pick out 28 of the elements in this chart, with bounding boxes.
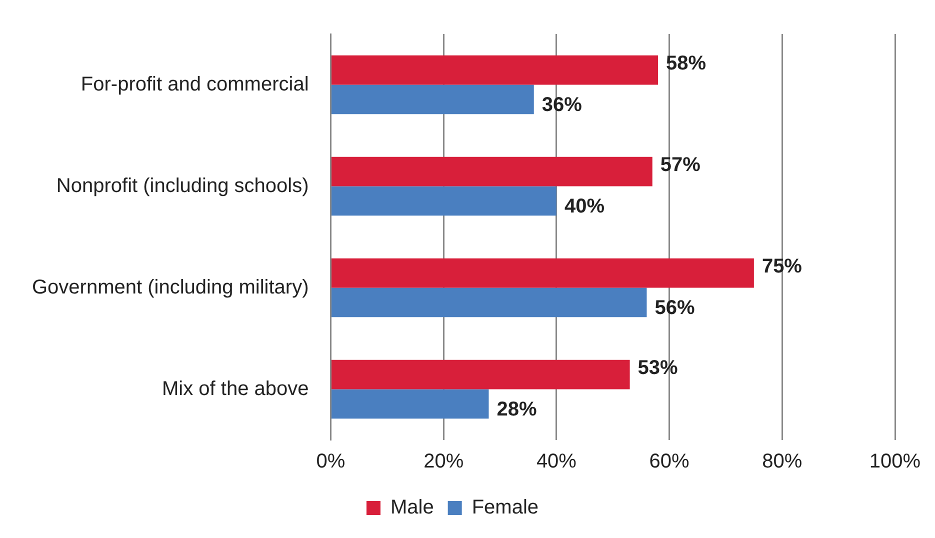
- bar: [332, 258, 754, 288]
- y-tick-label: For-profit and commercial: [80, 73, 309, 96]
- data-label: 57%: [660, 154, 701, 176]
- x-tick-label: 40%: [536, 450, 577, 473]
- data-label: 40%: [564, 195, 605, 218]
- x-tick-label: 20%: [424, 450, 464, 473]
- data-label: 28%: [496, 398, 537, 420]
- bar: [332, 55, 658, 85]
- x-tick-label: 60%: [649, 450, 690, 473]
- bar: [332, 288, 647, 318]
- data-label: 56%: [654, 296, 695, 319]
- x-tick-label: 0%: [316, 450, 346, 473]
- legend-label: Female: [472, 496, 539, 519]
- bar: [332, 389, 489, 419]
- x-tick-label: 100%: [869, 450, 921, 473]
- data-label: 75%: [762, 256, 802, 278]
- y-tick-label: Government (including military): [32, 276, 309, 298]
- bar: [332, 84, 534, 114]
- bar: [332, 186, 556, 216]
- legend-label: Male: [390, 496, 434, 519]
- data-label: 36%: [542, 94, 582, 116]
- data-label: 53%: [638, 357, 678, 380]
- bar: [332, 156, 652, 186]
- y-tick-label: Nonprofit (including schools): [56, 174, 309, 197]
- bar: [332, 360, 630, 390]
- data-label: 58%: [666, 52, 706, 75]
- y-tick-label: Mix of the above: [162, 378, 309, 400]
- x-tick-label: 80%: [762, 450, 802, 473]
